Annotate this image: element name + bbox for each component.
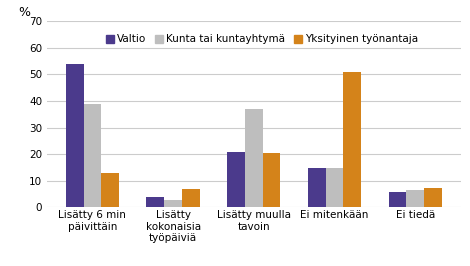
Bar [164, 200, 182, 207]
Bar [424, 188, 442, 207]
Bar [147, 197, 164, 207]
Text: %: % [18, 6, 30, 19]
Bar [84, 104, 102, 207]
Legend: Valtio, Kunta tai kuntayhtymä, Yksityinen työnantaja: Valtio, Kunta tai kuntayhtymä, Yksityine… [102, 30, 423, 49]
Bar [308, 168, 326, 207]
Bar [344, 72, 361, 207]
Bar [389, 192, 406, 207]
Bar [406, 190, 424, 207]
Bar [66, 64, 84, 207]
Bar [102, 173, 119, 207]
Bar [326, 168, 344, 207]
Bar [263, 153, 281, 207]
Bar [245, 109, 263, 207]
Bar [227, 152, 245, 207]
Bar [182, 189, 200, 207]
